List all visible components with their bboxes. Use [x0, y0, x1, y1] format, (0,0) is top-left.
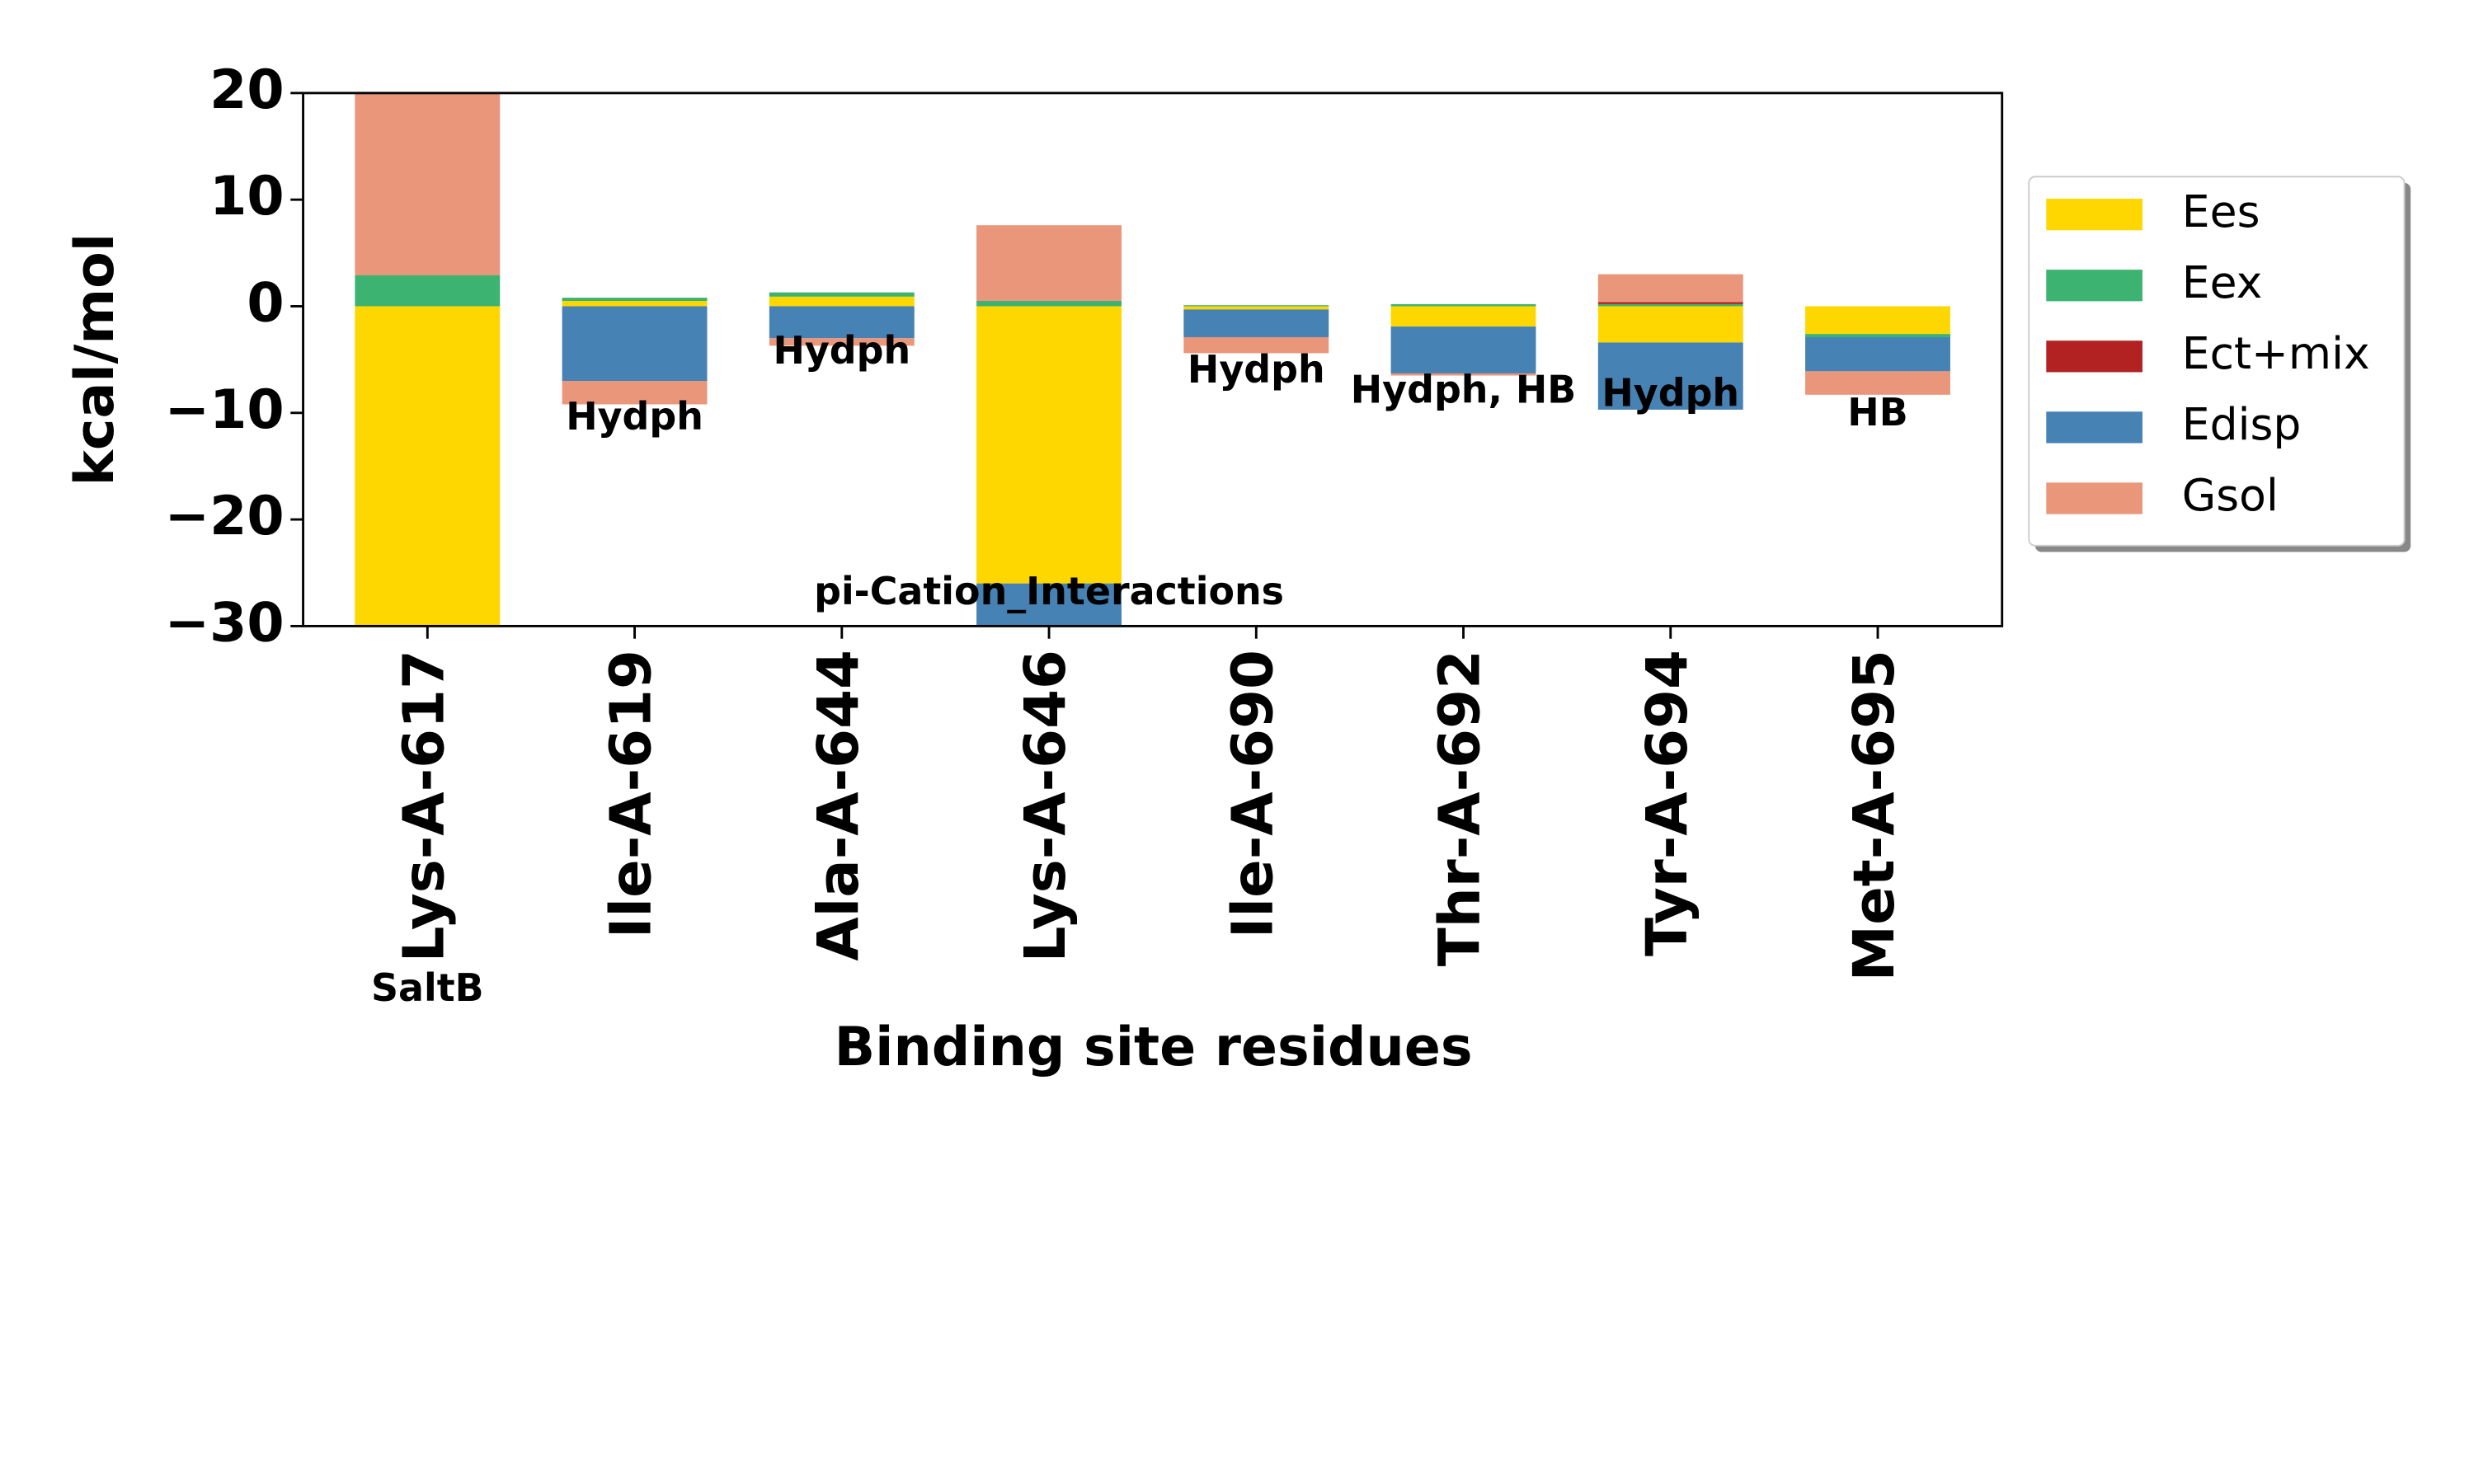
- bar-segment: [976, 583, 1122, 627]
- bar-segment: [562, 298, 708, 302]
- bar-segment: [1390, 306, 1536, 327]
- bar-segment: [1597, 302, 1743, 304]
- x-tick-label: Ala-A-644: [806, 650, 872, 961]
- bar-segment: [769, 306, 915, 339]
- annotation: SaltB: [371, 965, 484, 1010]
- x-tick-label: Ile-A-619: [599, 650, 665, 938]
- x-tick-label: Met-A-695: [1841, 650, 1907, 981]
- bar-segment: [1597, 342, 1743, 410]
- bar-segment: [1805, 306, 1950, 335]
- annotation: pi-Cation_Interactions: [814, 569, 1284, 613]
- y-tick-label: 0: [247, 273, 284, 335]
- bar-segment: [1390, 303, 1536, 307]
- x-tick-label: Lys-A-617: [391, 650, 457, 962]
- bar-segment: [562, 301, 708, 307]
- y-tick-label: 10: [209, 166, 284, 228]
- annotation: HB: [1847, 390, 1907, 434]
- bar-segment: [1183, 336, 1329, 354]
- bar-segment: [1805, 334, 1950, 337]
- bar-segment: [769, 296, 915, 307]
- legend-label: Ees: [2182, 186, 2260, 237]
- x-tick-label: Tyr-A-694: [1634, 650, 1700, 956]
- x-tick-label: Lys-A-646: [1013, 650, 1079, 962]
- legend-swatch: [2046, 199, 2142, 231]
- bar-segment: [562, 306, 708, 381]
- legend-swatch: [2046, 270, 2142, 302]
- x-tick-label: Thr-A-692: [1427, 650, 1493, 966]
- bar-segment: [976, 306, 1122, 584]
- bar-segment: [1183, 309, 1329, 337]
- legend-swatch: [2046, 411, 2142, 444]
- legend-label: Ect+mix: [2182, 327, 2370, 379]
- bar-segment: [355, 275, 501, 307]
- bar-segment: [1597, 274, 1743, 303]
- y-axis-label: kcal/mol: [64, 233, 126, 486]
- x-tick-label: Ile-A-690: [1220, 650, 1286, 938]
- bar-segment: [1597, 306, 1743, 343]
- bar-segment: [1390, 373, 1536, 376]
- legend-swatch: [2046, 340, 2142, 373]
- plot-area: [355, 92, 1950, 627]
- bar-segment: [1805, 336, 1950, 372]
- bar-segment: [1597, 303, 1743, 307]
- legend: Ees Eex Ect+mix Edisp Gsol: [2028, 176, 2411, 552]
- legend-swatch: [2046, 482, 2142, 514]
- bar-segment: [355, 306, 501, 627]
- plot-frame: [302, 92, 2004, 627]
- bar-segment: [1183, 305, 1329, 307]
- bar-segment: [1183, 306, 1329, 310]
- bar-segment: [976, 225, 1122, 302]
- bar-segment: [769, 338, 915, 346]
- bar-segment: [562, 380, 708, 405]
- bar-segment: [1805, 371, 1950, 395]
- legend-label: Gsol: [2182, 469, 2279, 521]
- y-tick-label: −20: [165, 486, 285, 547]
- annotation: Hydph, HB: [1351, 368, 1576, 412]
- annotation: Hydph: [1188, 347, 1325, 392]
- annotation: Hydph: [1602, 371, 1739, 416]
- bar-segment: [1390, 326, 1536, 373]
- y-tick-label: −30: [165, 592, 285, 654]
- bar-segment: [355, 92, 501, 275]
- legend-box: [2028, 176, 2406, 547]
- y-tick-label: 20: [209, 59, 284, 121]
- legend-label: Eex: [2182, 256, 2263, 308]
- y-tick-label: −10: [165, 379, 285, 441]
- bar-segment: [769, 292, 915, 297]
- legend-label: Edisp: [2182, 398, 2302, 450]
- x-axis-label: Binding site residues: [835, 1017, 1473, 1078]
- annotation: Hydph: [773, 328, 910, 373]
- bar-segment: [976, 301, 1122, 307]
- annotation: Hydph: [566, 394, 703, 439]
